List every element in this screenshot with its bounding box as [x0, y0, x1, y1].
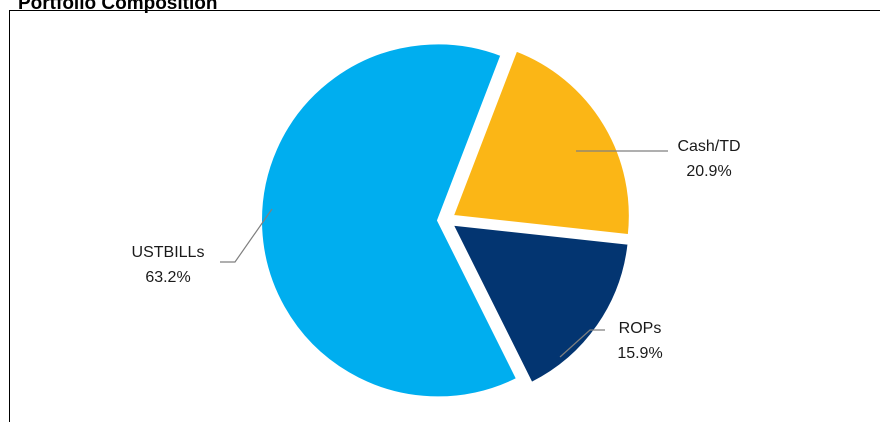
frame-top-border: [9, 10, 880, 11]
slice-value-ustbills: 63.2%: [145, 269, 190, 286]
pie-slice-ustbills: [260, 42, 519, 399]
leader-lines: [220, 150, 668, 358]
slice-labels: Cash/TD 20.9% ROPs 15.9% USTBILLs 63.2%: [132, 138, 741, 362]
leader-line-ustbills: [220, 208, 273, 263]
slice-label-ustbills: USTBILLs: [132, 244, 205, 261]
slice-value-cash-td: 20.9%: [686, 163, 731, 180]
slice-label-cash-td: Cash/TD: [677, 138, 740, 155]
pie-slices: [260, 42, 631, 399]
leader-line-rops: [559, 329, 605, 358]
slice-label-rops: ROPs: [619, 320, 662, 337]
pie-slice-rops: [450, 223, 630, 385]
pie-slice-cash-td: [451, 49, 631, 237]
frame-left-border: [9, 10, 10, 422]
slice-value-rops: 15.9%: [617, 345, 662, 362]
